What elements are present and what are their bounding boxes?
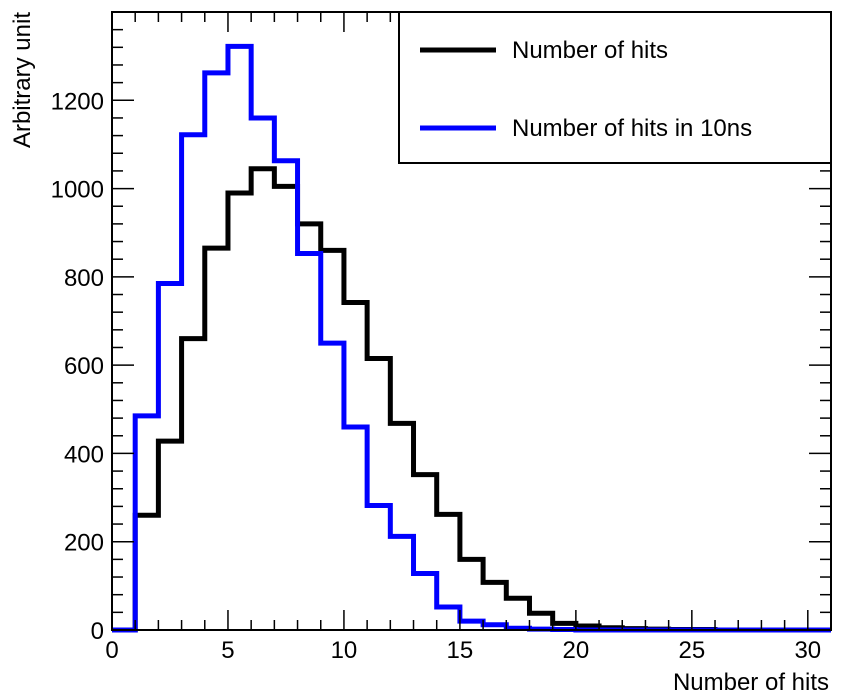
x-tick-label: 10 (331, 637, 358, 664)
x-tick-label: 20 (563, 637, 590, 664)
y-tick-label: 800 (64, 265, 104, 292)
x-tick-label: 30 (794, 637, 821, 664)
legend: Number of hits Number of hits in 10ns (398, 11, 832, 164)
y-tick-label: 200 (64, 530, 104, 557)
y-tick-label: 1000 (51, 177, 104, 204)
x-tick-label: 25 (678, 637, 705, 664)
axis-tick-labels: 0 5 10 15 20 25 30 0 200 400 600 800 1000 1200 (51, 88, 822, 664)
y-tick-label: 400 (64, 441, 104, 468)
x-tick-label: 0 (105, 637, 118, 664)
legend-label-number-of-hits-in-10ns: Number of hits in 10ns (512, 115, 752, 142)
y-tick-label: 0 (91, 618, 104, 645)
x-axis-title: Number of hits (673, 669, 829, 696)
x-tick-label: 5 (221, 637, 234, 664)
legend-label-number-of-hits: Number of hits (512, 37, 668, 64)
y-axis-title: Arbitrary unit (9, 12, 36, 148)
x-tick-label: 15 (447, 637, 474, 664)
series-number-of-hits-line (112, 166, 831, 633)
legend-box (398, 11, 832, 164)
y-tick-label: 1200 (51, 88, 104, 115)
y-tick-label: 600 (64, 353, 104, 380)
